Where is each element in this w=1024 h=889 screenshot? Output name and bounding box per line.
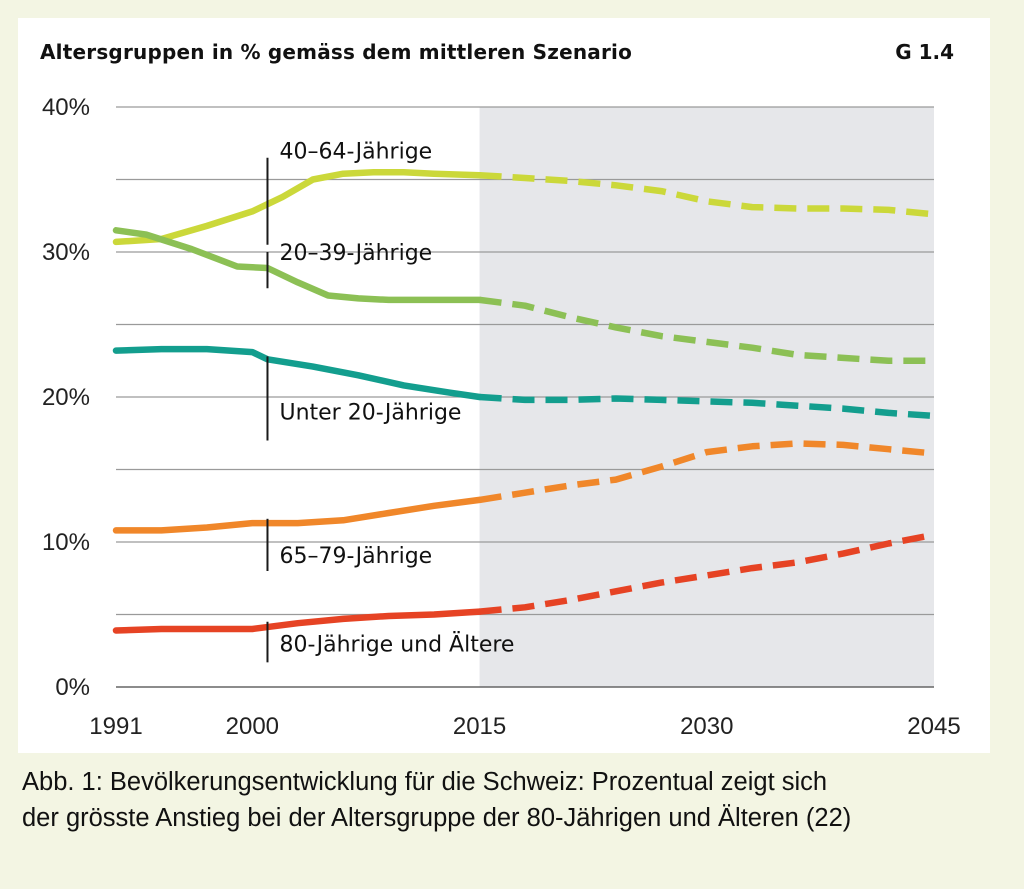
series-line-projected	[479, 296, 934, 365]
line-chart: 0% 10% 20% 30% 40% 1991 2000 2015 2030 2045 40–64-…	[42, 94, 961, 740]
x-tick-label: 2015	[453, 713, 506, 740]
series-line-projected	[479, 393, 935, 420]
x-tick-label: 1991	[89, 713, 142, 740]
chart-panel: Altersgruppen in % gemäss dem mittleren …	[18, 18, 990, 753]
series-line-projected	[479, 440, 935, 504]
x-tick-label: 2000	[226, 713, 279, 740]
caption-line-2: der grösste Anstieg bei der Altersgruppe…	[22, 804, 852, 832]
x-tick-label: 2030	[680, 713, 733, 740]
x-tick-label: 2045	[907, 713, 960, 740]
series-line-projected	[479, 171, 935, 218]
series-line-solid	[112, 169, 483, 246]
y-tick-label: 20%	[42, 384, 90, 411]
series-label: Unter 20-Jährige	[279, 401, 461, 426]
y-tick-label: 0%	[55, 674, 90, 701]
series-line-solid	[112, 496, 483, 534]
series-label: 40–64-Jährige	[279, 140, 432, 165]
caption-line-1: Abb. 1: Bevölkerungsentwicklung für die …	[22, 768, 828, 796]
series-line-solid	[112, 608, 483, 634]
y-tick-label: 40%	[42, 94, 90, 121]
chart-title: Altersgruppen in % gemäss dem mittleren …	[40, 40, 633, 64]
series-label: 80-Jährige und Ältere	[279, 632, 514, 658]
y-tick-label: 30%	[42, 239, 90, 266]
series-line-projected	[479, 531, 935, 615]
series-label: 20–39-Jährige	[279, 241, 432, 266]
figure-caption: Abb. 1: Bevölkerungsentwicklung für die …	[22, 764, 1002, 836]
series-line-solid	[112, 345, 483, 401]
series-label: 65–79-Jährige	[279, 544, 432, 569]
figure-id: G 1.4	[895, 40, 954, 64]
y-tick-label: 10%	[42, 529, 90, 556]
series-line-solid	[112, 227, 483, 304]
